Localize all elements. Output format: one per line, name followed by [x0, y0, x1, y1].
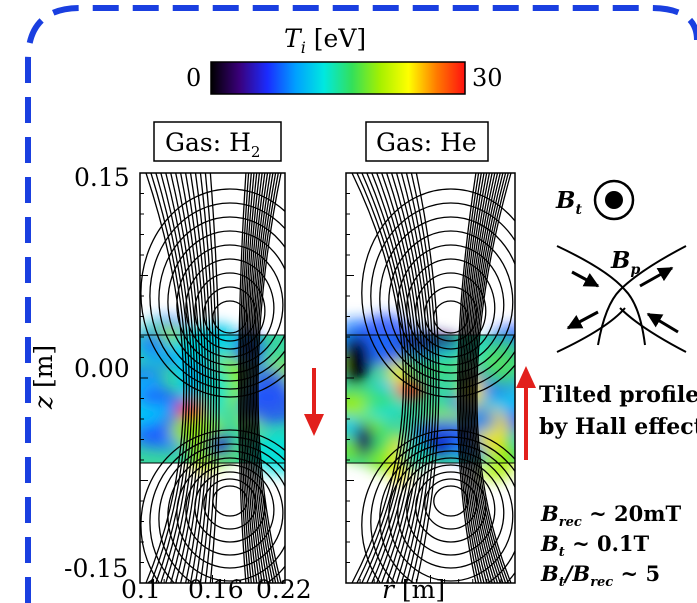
- colorbar-title: Ti [eV]: [284, 24, 366, 57]
- y-tick-mid: 0.00: [74, 354, 130, 383]
- gas-label-right: Gas: He: [365, 121, 489, 162]
- gas-label-left: Gas: H2: [153, 121, 282, 162]
- svg-text:Gas: He: Gas: He: [376, 128, 477, 157]
- panel-h2: [139, 172, 286, 584]
- tilt-note-line1: Tilted profile: [539, 382, 697, 408]
- bp-label: Bp: [610, 247, 640, 278]
- x-axis-label: r [m]: [382, 575, 445, 603]
- arrow-down-h2: [304, 368, 324, 436]
- bp-arrows: [566, 266, 679, 334]
- arrow-up-he: [516, 366, 536, 460]
- svg-text:Bt: Bt: [555, 187, 582, 218]
- y-axis-label: z [m]: [29, 345, 58, 410]
- colorbar-gradient: [210, 61, 466, 95]
- x-tick-3: 0.22: [256, 575, 312, 603]
- svg-text:Gas: H2: Gas: H2: [165, 128, 260, 161]
- x-tick-2: 0.16: [188, 575, 244, 603]
- x-tick-1: 0.1: [121, 575, 161, 603]
- brec-value: Brec ~ 20mT: [540, 501, 681, 530]
- bt-value: Bt ~ 0.1T: [540, 531, 650, 560]
- ratio-value: Bt/Brec ~ 5: [540, 561, 660, 590]
- y-tick-top: 0.15: [74, 163, 130, 192]
- flux-contours: [351, 173, 515, 583]
- flux-contours: [140, 173, 285, 583]
- colorbar-max-label: 30: [472, 64, 503, 92]
- dashed-border: [25, 5, 697, 603]
- tilt-note-line2: by Hall effect: [539, 414, 697, 440]
- colorbar-min-label: 0: [186, 64, 201, 92]
- panel-he: [345, 172, 516, 584]
- y-tick-bottom: -0.15: [64, 554, 128, 583]
- bp-xpoint-sketch: [556, 245, 687, 353]
- colorbar: Ti [eV] 0 30: [186, 24, 503, 95]
- bt-field-symbol: Bt: [555, 179, 635, 221]
